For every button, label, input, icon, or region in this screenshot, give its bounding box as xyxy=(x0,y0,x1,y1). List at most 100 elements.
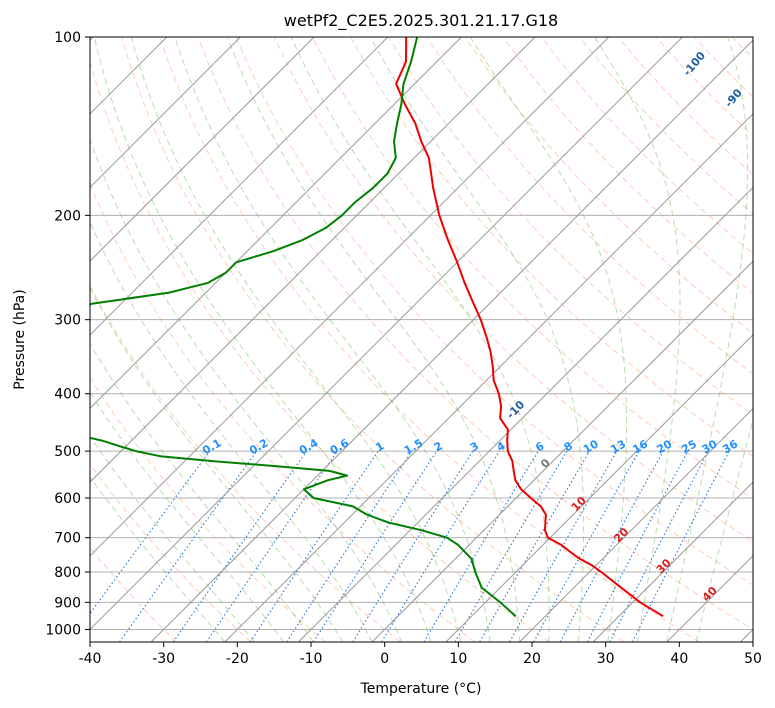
mixing-ratio-label: 2 xyxy=(432,439,445,454)
x-tick-label: -40 xyxy=(79,651,102,667)
moist-adiabat xyxy=(90,286,344,642)
mixing-ratio-label: 1.5 xyxy=(402,436,425,457)
isotherm xyxy=(90,37,241,189)
pressure-gridlines xyxy=(90,37,753,630)
dry-adiabat-label: -100 xyxy=(680,49,708,79)
moist-adiabat xyxy=(93,37,432,642)
mixing-ratio-label: 25 xyxy=(679,437,699,456)
y-tick-label: 600 xyxy=(54,491,81,507)
y-axis-ticks: 100 200 300 400 500 600 700 800 900 1000 xyxy=(45,30,90,638)
isotherm xyxy=(90,37,683,631)
x-axis-ticks: -40 -30 -20 -10 0 10 20 30 40 50 xyxy=(79,642,762,667)
mixing-ratio-line xyxy=(533,450,640,642)
isotherm xyxy=(666,555,753,642)
moist-adiabat xyxy=(290,37,550,642)
mixing-ratio-line xyxy=(313,450,438,642)
y-tick-label: 1000 xyxy=(45,622,81,638)
y-tick-label: 200 xyxy=(54,208,81,224)
dry-adiabat xyxy=(502,37,753,294)
x-tick-label: -20 xyxy=(226,651,249,667)
dry-adiabat xyxy=(159,37,700,642)
dry-adiabat xyxy=(464,37,753,334)
line-annotations: 0.1 0.2 0.4 0.6 1 1.5 2 3 4 6 8 10 13 16 20 25 30 36-1001… xyxy=(200,49,753,604)
dry-adiabat xyxy=(388,37,753,416)
y-tick-label: 300 xyxy=(54,313,81,329)
x-tick-label: 40 xyxy=(670,651,688,667)
y-tick-label: 400 xyxy=(54,387,81,403)
moist-adiabat-label: 20 xyxy=(611,525,631,545)
mixing-ratio-label: 6 xyxy=(533,439,546,454)
mixing-ratio-line xyxy=(286,450,413,642)
moist-adiabat xyxy=(130,37,461,642)
moist-adiabat xyxy=(666,37,749,642)
mixing-ratio-line xyxy=(90,450,211,615)
mixing-ratio-label: 10 xyxy=(581,437,601,456)
mixing-ratio-label: 0.6 xyxy=(328,436,352,457)
mixing-ratio-label: 20 xyxy=(655,437,675,456)
dry-adiabat xyxy=(90,284,401,642)
isotherm xyxy=(224,113,753,642)
dewpoint-profile-line xyxy=(90,37,517,617)
isotherm xyxy=(298,186,753,642)
x-axis-label: Temperature (°C) xyxy=(360,681,482,697)
mixing-ratio-line xyxy=(352,450,474,642)
moist-adiabat xyxy=(174,37,491,642)
dry-adiabat xyxy=(90,463,252,642)
mixing-ratio-label: 36 xyxy=(720,437,740,456)
moist-adiabat xyxy=(90,342,314,642)
x-tick-label: 0 xyxy=(380,651,389,667)
dry-adiabat xyxy=(311,37,753,500)
dry-adiabat xyxy=(235,37,753,586)
mixing-ratio-lines xyxy=(90,450,730,642)
mixing-ratio-label: 1 xyxy=(373,439,386,454)
x-tick-label: 10 xyxy=(449,651,467,667)
dry-adiabat xyxy=(617,37,753,176)
dry-adiabat xyxy=(770,37,775,642)
plot-area: 0.1 0.2 0.4 0.6 1 1.5 2 3 4 6 8 10 13 16 20 25 30 36-1001… xyxy=(90,37,775,642)
x-tick-label: -30 xyxy=(152,651,175,667)
dry-adiabat-label: -90 xyxy=(722,86,745,110)
x-tick-label: 20 xyxy=(523,651,541,667)
dry-adiabat xyxy=(90,376,327,642)
y-tick-label: 800 xyxy=(54,565,81,581)
isotherm xyxy=(519,407,753,642)
mixing-ratio-line xyxy=(509,450,618,642)
dry-adiabat xyxy=(350,37,753,458)
dry-adiabat xyxy=(541,37,753,254)
moist-adiabat-label: 30 xyxy=(654,556,674,576)
mixing-ratio-line xyxy=(559,450,664,642)
mixing-ratio-line xyxy=(205,450,338,642)
temperature-profile-line xyxy=(395,37,664,618)
mixing-ratio-label: 30 xyxy=(700,437,720,456)
dry-adiabats xyxy=(90,37,775,642)
moist-adiabat xyxy=(695,418,753,642)
isotherm xyxy=(90,37,462,410)
mixing-ratio-line xyxy=(119,450,258,642)
moist-adiabat xyxy=(469,37,627,642)
moist-adiabat-label: 40 xyxy=(700,584,720,604)
mixing-ratio-line xyxy=(172,450,308,642)
profile-series xyxy=(90,37,664,618)
isotherm xyxy=(90,37,389,336)
dry-adiabat xyxy=(90,182,476,642)
mixing-ratio-line xyxy=(632,450,730,642)
isotherm xyxy=(371,260,753,642)
dry-adiabat xyxy=(273,37,753,543)
mixing-ratio-line xyxy=(454,450,568,642)
x-tick-label: 50 xyxy=(744,651,762,667)
y-tick-label: 100 xyxy=(54,30,81,46)
y-axis-label: Pressure (hPa) xyxy=(12,289,28,389)
mixing-ratio-label: 0.4 xyxy=(297,436,321,457)
plot-frame xyxy=(89,36,754,643)
isotherm xyxy=(445,334,753,642)
moist-adiabat xyxy=(90,476,226,642)
x-tick-label: 30 xyxy=(597,651,615,667)
mixing-ratio-line xyxy=(586,450,689,642)
moist-adiabat xyxy=(90,220,373,642)
mixing-ratio-label: 4 xyxy=(494,439,507,454)
mixing-ratio-line xyxy=(249,450,379,642)
dry-adiabat xyxy=(90,60,551,642)
moist-adiabat-label: 10 xyxy=(569,494,589,514)
dry-adiabat xyxy=(121,37,625,642)
